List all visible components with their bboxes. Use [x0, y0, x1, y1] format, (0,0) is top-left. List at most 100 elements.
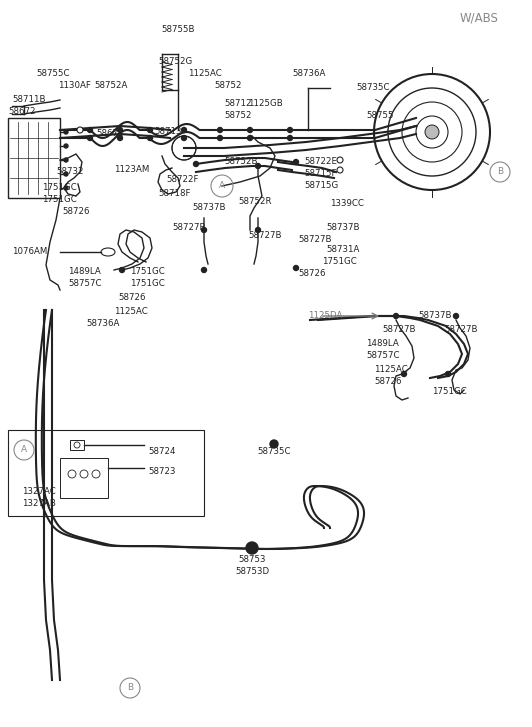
Text: W/ABS: W/ABS	[459, 12, 498, 25]
Circle shape	[118, 127, 122, 132]
Text: 1125DA: 1125DA	[308, 311, 343, 321]
Text: 1123AM: 1123AM	[114, 166, 149, 174]
Circle shape	[255, 164, 261, 169]
Circle shape	[64, 158, 68, 162]
Text: 58731A: 58731A	[326, 246, 360, 254]
Text: B: B	[497, 167, 503, 177]
Text: 58755C: 58755C	[36, 70, 70, 79]
Text: 58752B: 58752B	[224, 158, 257, 166]
Circle shape	[64, 172, 68, 176]
Text: 58726: 58726	[62, 207, 89, 217]
Circle shape	[77, 127, 83, 133]
Circle shape	[247, 135, 253, 140]
Text: 1489LA: 1489LA	[68, 268, 101, 276]
Circle shape	[64, 186, 68, 190]
Text: 58727B: 58727B	[382, 326, 415, 334]
Text: 1751GC: 1751GC	[322, 257, 357, 267]
Circle shape	[425, 125, 439, 139]
Text: 1125AC: 1125AC	[114, 308, 148, 316]
Circle shape	[287, 135, 293, 140]
Text: 58737B: 58737B	[418, 311, 452, 321]
Text: 58753D: 58753D	[235, 568, 269, 577]
Circle shape	[194, 161, 198, 166]
Circle shape	[202, 268, 206, 273]
Circle shape	[218, 127, 222, 132]
Circle shape	[118, 135, 122, 140]
Text: 58726: 58726	[298, 270, 326, 278]
Text: 58736A: 58736A	[86, 319, 119, 329]
Text: A: A	[21, 446, 27, 454]
Text: 1751GC: 1751GC	[42, 183, 77, 193]
Text: 1751GC: 1751GC	[130, 279, 165, 289]
Text: 58722F: 58722F	[166, 175, 198, 185]
Circle shape	[247, 127, 253, 132]
Text: 58753: 58753	[238, 555, 266, 564]
Text: 58672: 58672	[96, 129, 123, 139]
Circle shape	[402, 371, 406, 377]
Text: B: B	[127, 683, 133, 693]
Text: 58724: 58724	[148, 448, 176, 457]
Text: 58735C: 58735C	[257, 448, 291, 457]
Text: 58736A: 58736A	[292, 70, 326, 79]
Circle shape	[202, 228, 206, 233]
Text: 58737B: 58737B	[326, 223, 360, 233]
Text: 58718F: 58718F	[158, 190, 190, 198]
Text: 1339CC: 1339CC	[330, 199, 364, 209]
Text: 1076AM: 1076AM	[12, 247, 47, 257]
Circle shape	[287, 127, 293, 132]
Text: 58752A: 58752A	[94, 81, 127, 90]
Circle shape	[181, 127, 187, 132]
Text: 58712: 58712	[224, 100, 252, 108]
Circle shape	[445, 371, 451, 377]
Circle shape	[147, 135, 153, 140]
Text: 58732: 58732	[56, 167, 84, 177]
Text: 58715F: 58715F	[304, 169, 337, 179]
Circle shape	[218, 135, 222, 140]
Text: 1125AC: 1125AC	[374, 366, 408, 374]
Text: 58726: 58726	[118, 294, 145, 302]
Text: 58737B: 58737B	[192, 204, 226, 212]
Text: 58722E: 58722E	[304, 158, 337, 166]
Text: 58757C: 58757C	[68, 279, 102, 289]
Text: 1125GB: 1125GB	[248, 100, 282, 108]
Text: 1489LA: 1489LA	[366, 340, 399, 348]
Text: 58752G: 58752G	[158, 57, 192, 66]
Circle shape	[87, 135, 93, 140]
Text: 1327AC: 1327AC	[22, 488, 56, 497]
Text: 58755B: 58755B	[161, 25, 195, 34]
Text: 58735C: 58735C	[356, 84, 389, 92]
Text: 1327AB: 1327AB	[22, 499, 56, 508]
Circle shape	[337, 167, 343, 173]
Circle shape	[337, 157, 343, 163]
Circle shape	[394, 313, 398, 318]
Text: A: A	[219, 182, 225, 190]
Circle shape	[246, 542, 258, 554]
Text: 58752R: 58752R	[238, 198, 271, 206]
Text: 58727B: 58727B	[172, 223, 205, 233]
Circle shape	[147, 127, 153, 132]
Circle shape	[181, 135, 187, 140]
Text: 58752: 58752	[214, 81, 242, 90]
Circle shape	[294, 265, 298, 270]
Text: 1751GC: 1751GC	[130, 268, 165, 276]
Circle shape	[270, 440, 278, 448]
Text: 1751GC: 1751GC	[432, 387, 467, 396]
Circle shape	[453, 313, 459, 318]
Text: 58726: 58726	[374, 377, 402, 387]
Circle shape	[64, 144, 68, 148]
Text: 58672: 58672	[8, 106, 36, 116]
Text: 58711B: 58711B	[12, 95, 46, 103]
Circle shape	[64, 130, 68, 134]
Text: 1130AF: 1130AF	[58, 81, 91, 90]
Circle shape	[294, 159, 298, 164]
Text: 58727B: 58727B	[248, 231, 281, 241]
Text: 58757C: 58757C	[366, 351, 400, 361]
Text: 58727B: 58727B	[444, 326, 478, 334]
Text: 58713: 58713	[154, 127, 181, 137]
Text: 58752: 58752	[224, 111, 252, 121]
Text: 58723: 58723	[148, 467, 176, 476]
Text: 1751GC: 1751GC	[42, 196, 77, 204]
Text: 1125AC: 1125AC	[188, 70, 222, 79]
Circle shape	[120, 268, 124, 273]
Text: 58727B: 58727B	[298, 236, 331, 244]
